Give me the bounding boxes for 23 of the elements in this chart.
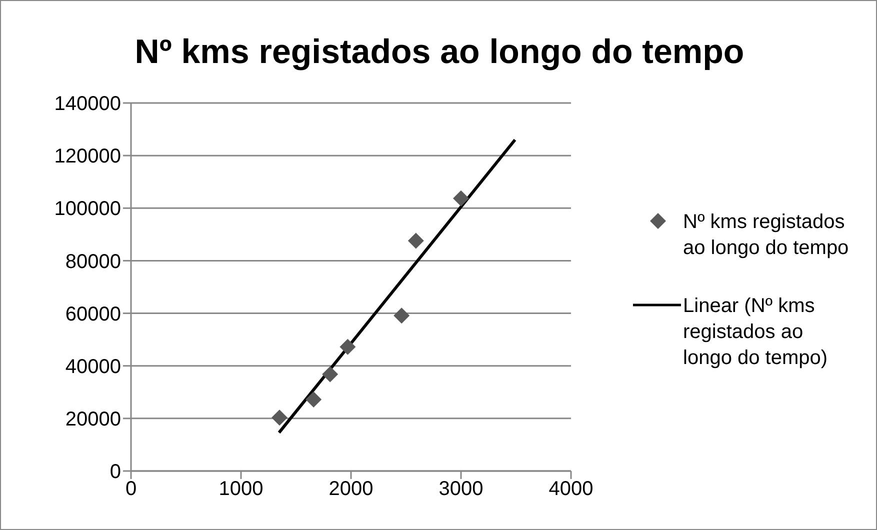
y-tick-label: 40000 <box>65 356 121 378</box>
y-tick-label: 80000 <box>65 250 121 273</box>
x-tick-label: 2000 <box>328 478 374 500</box>
legend-label: Linear (Nº kms registados ao longo do tempo) <box>683 294 829 371</box>
x-tick-label: 4000 <box>548 478 594 500</box>
x-tick-label: 1000 <box>218 478 264 500</box>
point <box>453 190 469 206</box>
y-tick-label: 140000 <box>54 93 121 116</box>
y-tick-label: 60000 <box>65 303 121 326</box>
point <box>272 410 288 426</box>
y-tick-label: 0 <box>110 461 121 484</box>
point <box>394 308 410 324</box>
point <box>340 338 356 355</box>
chart-title: Nº kms registados ao longo do tempo <box>134 33 746 72</box>
y-tick-label: 120000 <box>54 146 121 168</box>
y-tick-label: 100000 <box>54 198 121 220</box>
x-tick-label: 0 <box>125 478 137 500</box>
point <box>322 366 338 382</box>
x-tick-label: 3000 <box>438 478 484 500</box>
y-tick-label: 20000 <box>65 408 121 431</box>
point <box>408 232 424 249</box>
point <box>306 392 322 408</box>
legend-label: Nº kms registados ao longo do tempo <box>683 210 850 261</box>
